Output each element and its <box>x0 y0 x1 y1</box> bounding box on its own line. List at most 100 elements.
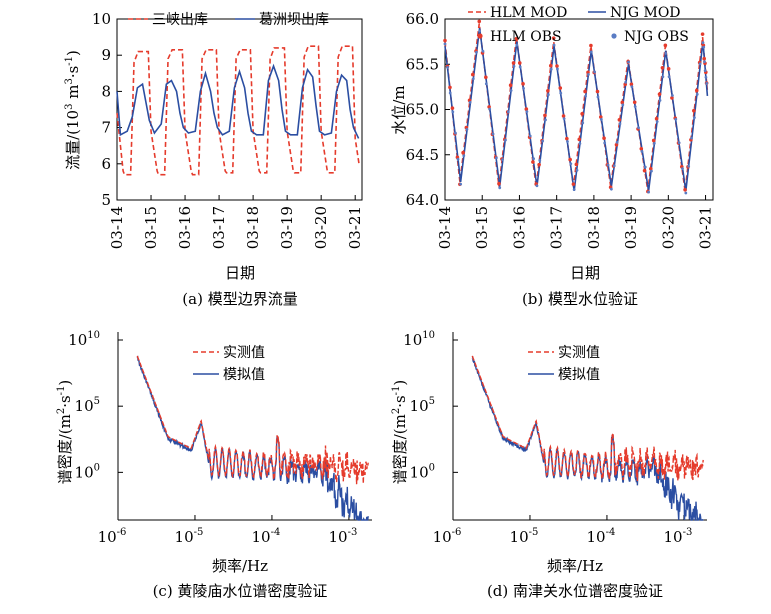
panel-b-obs-point <box>548 63 553 68</box>
panel-b-obs-point <box>498 186 502 190</box>
panel-d-ylabel: 谱密度/(m2·s-1) <box>391 380 409 485</box>
panel-d-xtick-label: 10-6 <box>433 527 462 546</box>
panel-b-obs-point <box>549 67 553 71</box>
panel-a-ytick-label: 6 <box>101 155 111 173</box>
panel-b-obs-point <box>537 162 541 167</box>
panel-c-legend-label-measured: 实测值 <box>223 345 265 361</box>
panel-b-obs-point <box>559 91 563 95</box>
panel-b-obs-point <box>593 70 597 74</box>
panel-c-xtick-label: 10-4 <box>252 527 281 546</box>
panel-b-obs-point <box>491 132 495 136</box>
panel-d-xtick-label: 10-3 <box>663 527 692 546</box>
panel-b-obs-point <box>667 75 671 79</box>
panel-b-obs-point <box>612 164 616 168</box>
panel-b-obs-point <box>695 92 699 96</box>
panel-b-obs-point <box>606 163 610 167</box>
panel-b-obs-point <box>551 36 556 41</box>
panel-b-obs-point <box>624 80 628 84</box>
panel-a-series-0-line <box>116 45 361 176</box>
panel-c-xtick-label: 10-6 <box>98 527 127 546</box>
panel-b-obs-point <box>578 142 582 146</box>
panel-b-obs-point <box>508 83 513 88</box>
panel-b-obs-point <box>627 60 630 64</box>
panel-b-obs-point <box>522 86 525 90</box>
panel-c-measured-line <box>136 355 369 485</box>
panel-b-obs-point <box>657 92 662 96</box>
panel-b-ytick-label: 65.5 <box>406 55 439 73</box>
panel-a-xtick-label: 03-14 <box>108 206 126 249</box>
panel-b-xtick-label: 03-21 <box>697 206 715 249</box>
panel-b-obs-point <box>546 88 550 93</box>
legend-label-2: HLM OBS <box>490 29 562 45</box>
panel-b-obs-point <box>497 181 501 186</box>
panel-b-water-level-chart: (b) 模型水位验证 日期 水位/m 64.0 64.5 65.0 65.5 66.0 0… <box>390 5 715 308</box>
panel-d-spectrum-chart: (d) 南津关水位谱密度验证 频率/Hz 谱密度/(m2·s-1) 10-6 10… <box>391 330 707 600</box>
panel-b-obs-point <box>630 85 634 89</box>
panel-b-obs-point <box>602 136 606 141</box>
panel-a-ytick-label: 9 <box>101 46 111 64</box>
panel-a-xtick-label: 03-18 <box>244 206 262 249</box>
panel-b-obs-point <box>642 168 647 173</box>
panel-b-obs-point <box>448 91 452 95</box>
panel-a-ytick-label: 5 <box>101 191 111 209</box>
panel-b-obs-point <box>561 114 566 118</box>
panel-a-xlabel: 日期 <box>225 264 255 282</box>
panel-b-ylabel: 水位/m <box>390 85 408 134</box>
panel-b-obs-point <box>525 110 529 114</box>
panel-b-obs-point <box>698 62 702 66</box>
panel-b-obs-point <box>569 162 573 166</box>
panel-c-ytick-label: 1010 <box>68 330 100 349</box>
panel-b-obs-point <box>477 19 482 24</box>
panel-c-ylabel: 谱密度/(m2·s-1) <box>56 380 74 485</box>
panel-b-obs-point <box>655 120 659 124</box>
panel-b-obs-point <box>643 165 647 169</box>
panel-b-obs-point <box>694 88 699 93</box>
panel-b-obs-point <box>571 182 576 186</box>
panel-b-obs-point <box>514 36 519 41</box>
panel-b-obs-point <box>475 50 478 54</box>
panel-b-obs-point <box>681 167 684 171</box>
panel-b-obs-point <box>614 142 619 147</box>
panel-c-ytick-label: 100 <box>75 462 100 481</box>
panel-b-obs-point <box>704 75 708 79</box>
panel-b-obs-point <box>671 94 674 97</box>
panel-b-obs-point <box>603 141 607 145</box>
panel-b-obs-point <box>572 188 576 192</box>
panel-b-obs-point <box>446 66 450 69</box>
panel-b-obs-point <box>532 157 535 161</box>
legend-label-gezhouba: 葛洲坝出库 <box>259 12 329 28</box>
panel-b-obs-point <box>587 73 590 76</box>
panel-a-xtick-label: 03-15 <box>142 206 160 249</box>
panel-b-obs-point <box>692 116 696 120</box>
panel-b-obs-point <box>598 115 603 119</box>
panel-b-ytick-label: 64.0 <box>406 191 439 209</box>
panel-b-ytick-label: 66.0 <box>406 10 439 28</box>
panel-a-caption: (a) 模型边界流量 <box>182 290 297 308</box>
panel-b-obs-point <box>640 149 644 153</box>
panel-a-series-1-line <box>116 63 360 139</box>
panel-a-xtick-label: 03-17 <box>210 206 228 249</box>
panel-b-obs-point <box>512 64 516 68</box>
panel-b-obs-point <box>461 150 465 155</box>
panel-b-obs-point <box>705 82 709 85</box>
panel-b-xlabel: 日期 <box>570 264 600 282</box>
panel-b-obs-point <box>515 43 519 47</box>
panel-b-obs-point <box>677 141 681 145</box>
panel-b-obs-point <box>651 138 656 143</box>
panel-b-obs-point <box>633 105 637 109</box>
panel-b-obs-point <box>494 156 498 160</box>
panel-b-obs-point <box>555 64 559 68</box>
panel-b-obs-point <box>501 158 504 162</box>
panel-b-obs-point <box>663 43 668 48</box>
panel-b-obs-point <box>517 61 522 65</box>
panel-b-obs-point <box>666 67 671 71</box>
panel-b-obs-point <box>552 43 556 47</box>
panel-b-obs-point <box>566 140 569 143</box>
panel-d-legend-label-simulated: 模拟值 <box>558 367 600 383</box>
panel-b-obs-point <box>488 107 492 111</box>
panel-b-obs-point <box>541 139 545 143</box>
panel-b-obs-point <box>470 72 475 77</box>
legend-label-sanxia: 三峡出库 <box>152 12 208 28</box>
panel-d-ytick-label: 105 <box>410 396 435 415</box>
panel-b-obs-point <box>518 65 522 69</box>
